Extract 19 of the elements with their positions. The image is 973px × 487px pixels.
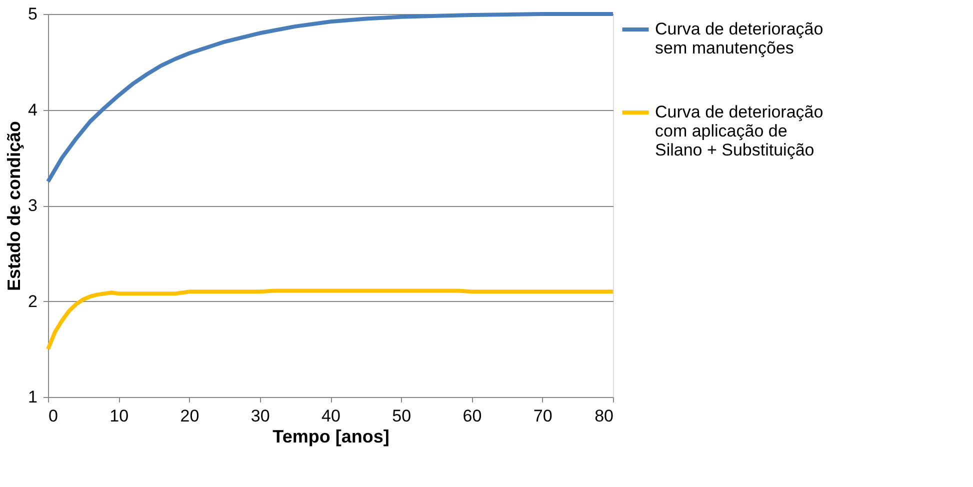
x-tick-label: 30 bbox=[250, 406, 270, 426]
line-series bbox=[46, 288, 615, 352]
x-tick-label: 70 bbox=[533, 406, 552, 426]
legend-label: Curva de deterioração sem manutenções bbox=[655, 20, 824, 58]
x-tick-label: 0 bbox=[48, 406, 58, 426]
y-tick-label: 4 bbox=[28, 100, 38, 120]
x-tick-label: 20 bbox=[180, 406, 200, 426]
y-tick-label: 5 bbox=[28, 4, 38, 24]
x-tick-label: 50 bbox=[392, 406, 412, 426]
x-tick-label: 80 bbox=[594, 406, 614, 426]
x-axis-title: Tempo [anos] bbox=[272, 426, 390, 446]
y-tick-label: 2 bbox=[28, 292, 38, 311]
y-axis-title: Estado de condição bbox=[4, 120, 24, 292]
x-tick-label: 10 bbox=[110, 406, 129, 426]
legend-label: Curva de deterioração com aplicação de Silano + Substituição bbox=[655, 102, 824, 160]
x-tick-label: 60 bbox=[462, 406, 482, 426]
y-tick-label: 1 bbox=[28, 388, 38, 406]
x-tick-label: 40 bbox=[322, 406, 340, 426]
y-tick-label: 3 bbox=[28, 196, 38, 215]
